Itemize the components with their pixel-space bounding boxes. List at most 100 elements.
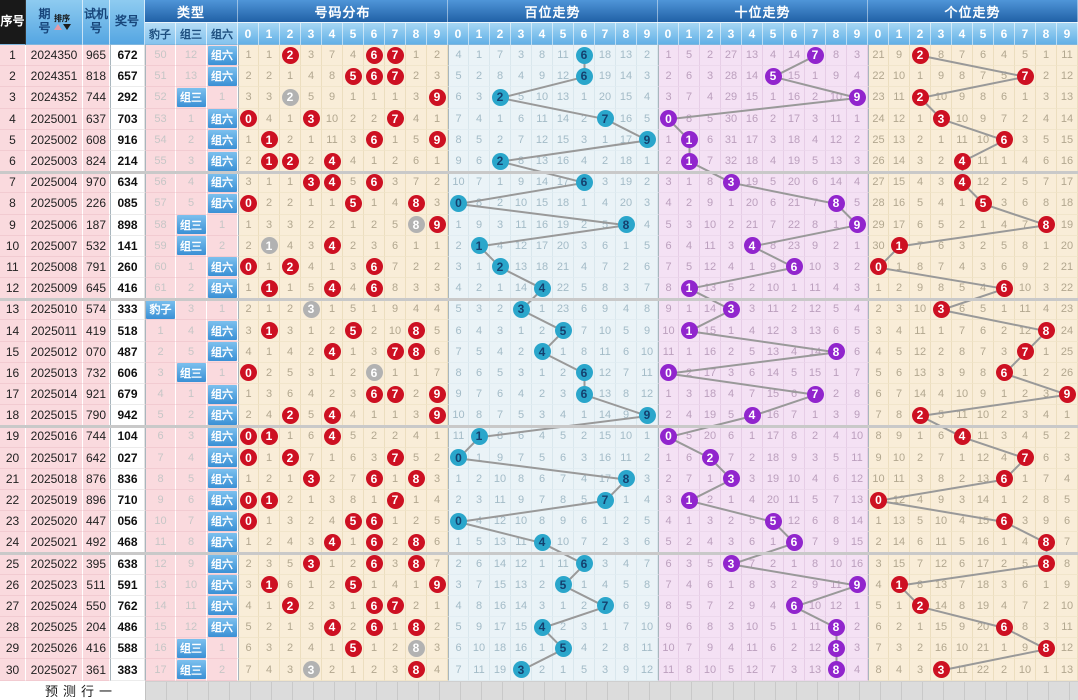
hit-ball: 2 [281, 449, 299, 467]
test-number-cell: 642 [83, 447, 110, 469]
miss-cell: 1 [280, 172, 301, 194]
miss-cell: 16 [847, 553, 868, 575]
hit-ball: 2 [281, 88, 299, 106]
digit-header: 6 [574, 23, 595, 45]
type-cell: 2 [176, 405, 207, 427]
miss-cell: 13 [553, 87, 574, 109]
table-row: 4 2025001 637 703 53 1 组六 0 4 1 3 10 2 2 7 4 1 7 4 1 6 11 14 2 7… [0, 108, 1078, 130]
miss-cell: 3 [427, 468, 448, 490]
miss-cell: 1 [847, 235, 868, 257]
miss-cell: 13 [511, 256, 532, 279]
miss-cell: 2 [805, 426, 826, 448]
miss-cell: 2 [616, 256, 637, 279]
miss-cell: 10 [847, 426, 868, 448]
hit-ball: 5 [554, 639, 572, 657]
miss-cell: 4 [1015, 532, 1036, 554]
miss-cell: 10 [700, 659, 721, 681]
miss-cell: 11 [973, 150, 994, 173]
miss-cell: 19 [1057, 214, 1078, 236]
miss-cell: 13 [532, 150, 553, 173]
hit-ball: 4 [533, 618, 551, 636]
hit-ball: 5 [764, 512, 782, 530]
miss-cell: 3 [658, 489, 679, 512]
miss-cell: 13 [889, 511, 910, 533]
miss-cell: 5 [847, 320, 868, 342]
hit-cell: 6 [574, 553, 595, 575]
miss-cell: 2 [742, 447, 763, 469]
miss-cell: 16 [1057, 150, 1078, 173]
miss-cell: 15 [532, 193, 553, 215]
hit-cell: 1 [259, 320, 280, 342]
table-row: 27 2025024 550 762 14 11 组六 4 1 2 2 3 1 6 7 2 1 4 8 16 14 3 1 2… [0, 595, 1078, 618]
hit-cell: 1 [679, 489, 700, 512]
miss-cell: 4 [847, 66, 868, 88]
miss-cell: 12 [847, 468, 868, 490]
miss-cell: 1 [784, 617, 805, 639]
type-cell: 组六 [207, 489, 238, 512]
miss-cell: 11 [1057, 617, 1078, 639]
digit-header: 7 [805, 23, 826, 45]
miss-cell: 11 [469, 659, 490, 681]
issue-cell: 2025005 [26, 193, 83, 215]
issue-cell: 2025013 [26, 362, 83, 384]
digit-header: 4 [532, 23, 553, 45]
hit-ball: 0 [240, 110, 257, 128]
header-test-number: 试机号 [83, 0, 110, 45]
type-cell: 组六 [207, 532, 238, 554]
miss-cell: 19 [490, 659, 511, 681]
miss-cell: 2 [322, 384, 343, 406]
miss-cell: 8 [616, 384, 637, 406]
miss-cell: 4 [721, 256, 742, 279]
hit-cell: 7 [595, 489, 616, 512]
hit-cell: 6 [364, 617, 385, 639]
hit-cell: 6 [994, 278, 1015, 300]
miss-cell: 12 [1015, 320, 1036, 342]
miss-cell: 5 [679, 45, 700, 67]
issue-cell: 2025007 [26, 235, 83, 257]
miss-cell: 2 [574, 595, 595, 618]
hit-cell: 7 [595, 595, 616, 618]
miss-cell: 1 [868, 511, 889, 533]
test-number-cell: 532 [83, 235, 110, 257]
miss-cell: 4 [469, 320, 490, 342]
sort-desc-icon[interactable] [62, 23, 71, 30]
hit-cell: 0 [658, 426, 679, 448]
digit-header: 2 [280, 23, 301, 45]
hit-ball: 1 [680, 322, 698, 340]
miss-cell: 5 [763, 172, 784, 194]
miss-cell: 1 [490, 172, 511, 194]
miss-cell: 8 [490, 66, 511, 88]
sort-control[interactable]: 排序 [53, 13, 71, 30]
miss-cell: 4 [469, 108, 490, 130]
miss-cell: 1 [238, 214, 259, 236]
type-badge: 组六 [207, 448, 237, 468]
miss-cell: 9 [490, 447, 511, 469]
miss-cell: 8 [469, 595, 490, 618]
miss-cell: 3 [1015, 129, 1036, 151]
table-row: 6 2025003 824 214 55 3 组六 2 1 2 2 4 4 1 2 6 1 9 6 2 8 13 16 4 2 1… [0, 150, 1078, 173]
hit-ball: 3 [302, 661, 320, 679]
hit-cell: 1 [259, 129, 280, 151]
miss-cell: 8 [805, 214, 826, 236]
miss-cell: 2 [574, 108, 595, 130]
miss-cell: 6 [469, 362, 490, 384]
miss-cell: 12 [763, 320, 784, 342]
miss-cell: 2 [994, 320, 1015, 342]
sort-asc-icon[interactable] [53, 23, 62, 30]
miss-cell: 22 [868, 66, 889, 88]
hit-cell: 7 [385, 108, 406, 130]
hit-cell: 6 [574, 362, 595, 384]
hit-ball: 9 [848, 216, 866, 234]
sort-label: 排序 [54, 13, 70, 23]
miss-cell: 11 [847, 447, 868, 469]
hit-cell: 2 [490, 150, 511, 173]
hit-ball: 4 [323, 406, 341, 424]
miss-cell: 17 [784, 108, 805, 130]
miss-cell: 7 [721, 447, 742, 469]
miss-cell: 8 [931, 468, 952, 490]
miss-cell: 1 [364, 638, 385, 660]
miss-cell: 2 [322, 574, 343, 596]
hit-cell: 7 [1015, 447, 1036, 469]
miss-cell: 2 [700, 489, 721, 512]
miss-cell: 7 [658, 574, 679, 596]
